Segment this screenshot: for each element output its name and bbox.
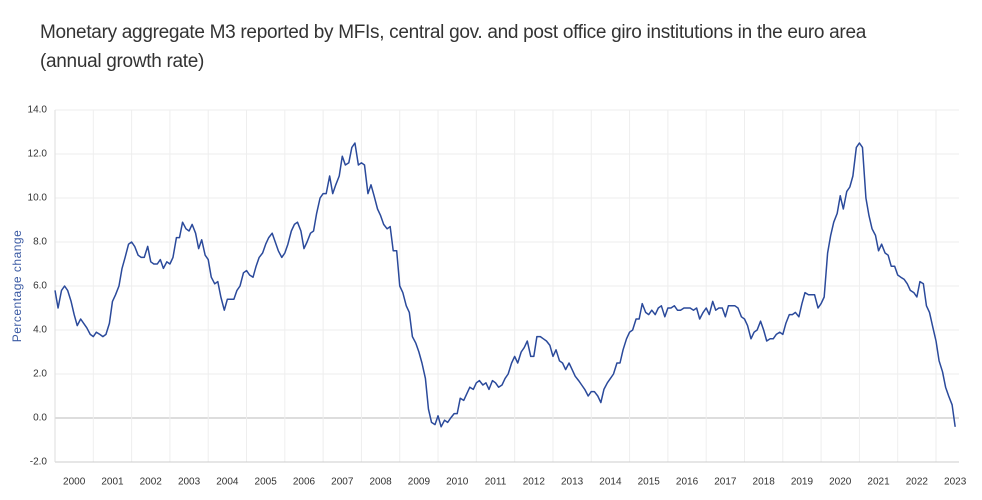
y-tick-label: 12.0: [28, 149, 48, 160]
x-tick-label: 2018: [753, 477, 776, 488]
x-tick-label: 2023: [944, 477, 967, 488]
x-tick-label: 2006: [293, 477, 316, 488]
x-tick-label: 2016: [676, 477, 699, 488]
data-line: [54, 142, 956, 428]
x-tick-label: 2009: [408, 477, 431, 488]
x-tick-label: 2022: [906, 477, 929, 488]
x-tick-label: 2017: [714, 477, 737, 488]
y-axis-label: Percentage change: [10, 230, 24, 343]
x-tick-label: 2002: [140, 477, 163, 488]
y-tick-label: 0.0: [33, 413, 47, 424]
y-tick-label: 8.0: [33, 237, 47, 248]
y-tick-label: 10.0: [28, 193, 48, 204]
y-tick-label: 2.0: [33, 369, 47, 380]
x-tick-label: 2021: [867, 477, 890, 488]
x-tick-label: 2000: [63, 477, 86, 488]
y-tick-label: 6.0: [33, 281, 47, 292]
y-tick-label: -2.0: [30, 457, 48, 468]
x-tick-label: 2011: [485, 477, 507, 488]
y-tick-label: 14.0: [28, 105, 48, 116]
x-tick-label: 2014: [599, 477, 622, 488]
x-tick-label: 2013: [561, 477, 584, 488]
x-tick-label: 2020: [829, 477, 852, 488]
x-tick-label: 2019: [791, 477, 814, 488]
x-tick-label: 2008: [369, 477, 392, 488]
x-tick-label: 2010: [446, 477, 469, 488]
x-tick-label: 2004: [216, 477, 239, 488]
x-tick-label: 2001: [101, 477, 124, 488]
x-tick-label: 2005: [255, 477, 278, 488]
x-tick-label: 2015: [638, 477, 661, 488]
chart-title: Monetary aggregate M3 reported by MFIs, …: [40, 22, 866, 72]
y-tick-label: 4.0: [33, 325, 47, 336]
x-tick-label: 2007: [331, 477, 354, 488]
x-tick-label: 2003: [178, 477, 201, 488]
x-tick-label: 2012: [523, 477, 546, 488]
